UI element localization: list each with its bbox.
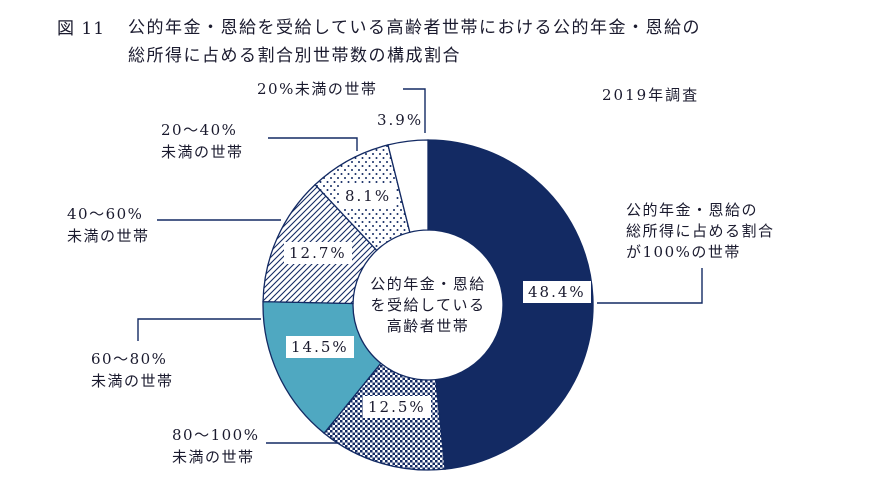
value-label-ratio-100: 48.4% [523,281,591,303]
center-label-line1: 公的年金・恩給 [370,275,486,293]
donut-center-label: 公的年金・恩給 を受給している 高齢者世帯 [353,274,503,337]
value-label-ratio-20-40: 8.1% [340,185,397,207]
center-label-line2: を受給している [370,296,486,314]
slice-label-ratio-40-60: 40〜60% 未満の世帯 [67,205,150,245]
leader-line-ratio-100 [597,268,703,304]
slice-label-ratio-under-20: 20%未満の世帯 [257,80,378,98]
value-label-ratio-80-100: 12.5% [363,396,431,418]
leader-line-ratio-20-40 [268,137,358,151]
center-label-line3: 高齢者世帯 [386,317,470,335]
slice-label-ratio-20-40: 20〜40% 未満の世帯 [161,121,244,161]
figure-title: 図 11 公的年金・恩給を受給している高齢者世帯における公的年金・恩給の 総所得… [57,14,701,70]
figure-number: 図 11 [57,19,106,39]
pie-slice-ratio-100 [427,139,594,470]
survey-year-label: 2019年調査 [602,86,700,104]
pie-slice-ratio-60-80 [262,300,382,435]
value-label-ratio-40-60: 12.7% [284,242,352,264]
figure-title-line1: 公的年金・恩給を受給している高齢者世帯における公的年金・恩給の [128,18,702,38]
leader-line-ratio-60-80 [137,318,261,341]
slice-label-ratio-60-80: 60〜80% 未満の世帯 [91,350,174,390]
slice-label-ratio-80-100: 80〜100% 未満の世帯 [172,426,260,466]
leader-line-ratio-under-20 [403,88,426,133]
value-label-ratio-60-80: 14.5% [286,336,354,358]
pie-slice-ratio-under-20 [387,139,429,234]
slice-label-ratio-100: 公的年金・恩給の 総所得に占める割合 が100%の世帯 [626,201,775,261]
figure-title-line2: 総所得に占める割合別世帯数の構成割合 [128,46,462,66]
value-label-ratio-under-20: 3.9% [377,111,424,129]
